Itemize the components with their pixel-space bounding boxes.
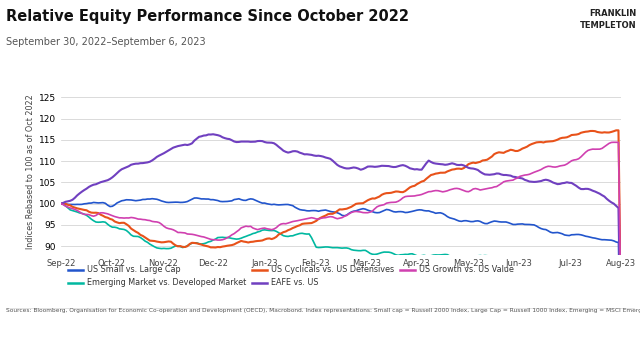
Text: Relative Equity Performance Since October 2022: Relative Equity Performance Since Octobe… <box>6 9 410 24</box>
Text: FRANKLIN
TEMPLETON: FRANKLIN TEMPLETON <box>580 9 637 30</box>
Legend: US Small vs. Large Cap, Emerging Market vs. Developed Market, US Cyclicals vs. U: US Small vs. Large Cap, Emerging Market … <box>65 262 517 290</box>
Y-axis label: Indices Rebased to 100 as of Oct 2022: Indices Rebased to 100 as of Oct 2022 <box>26 94 35 249</box>
Text: Sources: Bloomberg, Organisation for Economic Co-operation and Development (OECD: Sources: Bloomberg, Organisation for Eco… <box>6 308 640 313</box>
Text: September 30, 2022–September 6, 2023: September 30, 2022–September 6, 2023 <box>6 37 206 47</box>
